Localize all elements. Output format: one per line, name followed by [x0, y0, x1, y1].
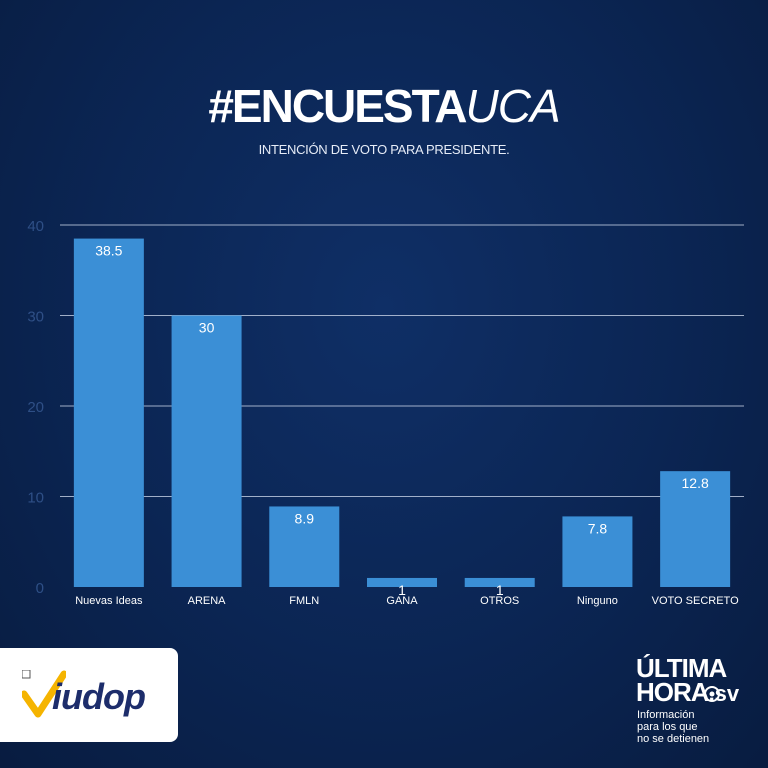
bar [171, 315, 242, 587]
bar [660, 471, 731, 587]
x-tick-label: FMLN [289, 595, 319, 607]
y-tick-label: 30 [27, 309, 44, 326]
y-tick-label: 10 [27, 490, 44, 507]
tagline-line-1: Información [637, 709, 695, 721]
x-tick-label: Ninguno [577, 595, 618, 607]
bar [464, 577, 535, 587]
data-label: 1 [496, 582, 504, 598]
chart-grid [60, 224, 744, 497]
x-tick-label: Nuevas Ideas [75, 595, 143, 607]
iudop-logo: iudop [0, 648, 178, 742]
tagline-line-3: no se detienen [637, 733, 710, 745]
brand-line-1: ÚLTIMA [636, 653, 727, 683]
y-tick-label: 40 [27, 218, 44, 235]
iudop-wordmark: iudop [52, 676, 146, 717]
x-tick-label: VOTO SECRETO [652, 595, 739, 607]
x-tick-label: ARENA [188, 595, 227, 607]
brand-tagline: Información para los que no se detienen [637, 709, 757, 745]
chart-subtitle: INTENCIÓN DE VOTO PARA PRESIDENTE. [258, 142, 510, 157]
bar-chart: 0 10 20 30 40 38.5 Nuevas Ideas 30 ARENA 8.9 FMLN 1… [27, 218, 744, 607]
data-label: 30 [199, 320, 215, 336]
chart-bars [73, 238, 731, 587]
bar [269, 506, 340, 587]
title-hashtag: #ENCUESTA [208, 80, 467, 132]
data-label: 7.8 [588, 520, 608, 536]
x-tick-label: GANA [386, 595, 418, 607]
ultima-hora-logo: ÚLTIMA HORA.sv [636, 653, 756, 707]
title-suffix: UCA [465, 80, 561, 132]
data-label: 12.8 [682, 475, 709, 491]
bar [562, 516, 633, 587]
checkmark-icon [22, 670, 66, 718]
data-label: 38.5 [95, 243, 122, 259]
data-label: 1 [398, 582, 406, 598]
y-tick-label: 20 [27, 399, 44, 416]
data-label: 8.9 [295, 510, 315, 526]
x-tick-label: OTROS [480, 595, 519, 607]
chart-labels: 0 10 20 30 40 38.5 Nuevas Ideas 30 ARENA 8.9 FMLN 1… [27, 218, 739, 607]
clock-icon [704, 686, 720, 702]
bar [367, 577, 437, 587]
page-title: #ENCUESTAUCA [0, 78, 768, 134]
tagline-line-2: para los que [637, 721, 698, 733]
bar [73, 238, 144, 587]
brand-line-2: HORA [636, 677, 710, 707]
y-tick-label: 0 [36, 580, 44, 597]
